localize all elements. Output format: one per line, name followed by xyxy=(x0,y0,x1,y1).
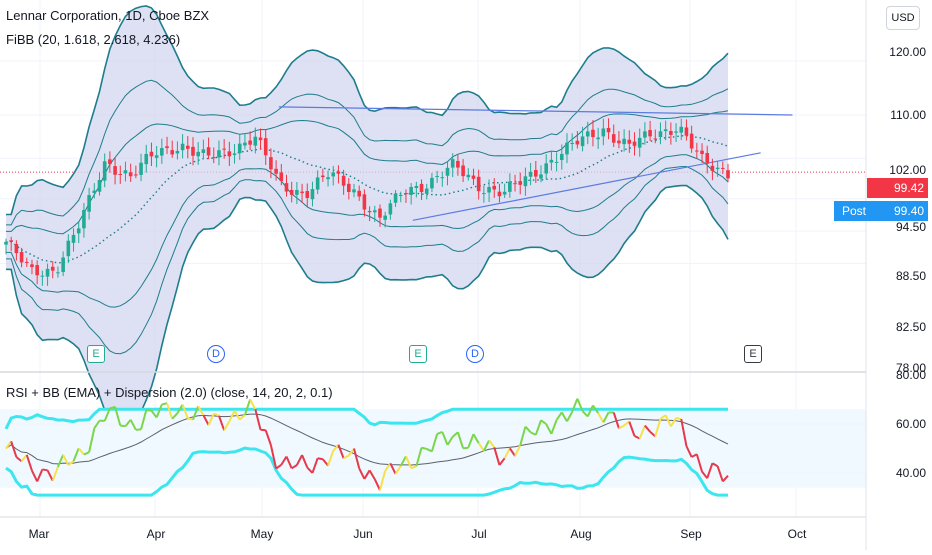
currency-button[interactable]: USD xyxy=(886,6,920,30)
price-tick-label: 102.00 xyxy=(870,163,926,177)
last-price-tag: 99.42 xyxy=(867,178,928,198)
time-label-oct: Oct xyxy=(767,527,827,541)
price-tick-label: 120.00 xyxy=(870,45,926,59)
post-label: Post xyxy=(842,201,866,221)
price-tick-label: 110.00 xyxy=(870,108,926,122)
post-price: 99.40 xyxy=(894,201,924,221)
rsi-segment xyxy=(42,469,47,470)
time-label-jun: Jun xyxy=(333,527,393,541)
time-label-aug: Aug xyxy=(551,527,611,541)
price-tick-label: 88.50 xyxy=(870,269,926,283)
dividend-marker[interactable]: D xyxy=(466,345,484,363)
rsi-segment xyxy=(676,418,681,419)
earnings-marker[interactable]: E xyxy=(409,345,427,363)
time-label-may: May xyxy=(232,527,292,541)
price-tick-label: 82.50 xyxy=(870,320,926,334)
rsi-segment xyxy=(318,458,323,459)
rsi-segment xyxy=(422,448,427,449)
time-label-apr: Apr xyxy=(126,527,186,541)
time-label-mar: Mar xyxy=(9,527,69,541)
dividend-marker[interactable]: D xyxy=(207,345,225,363)
earnings-marker-upcoming[interactable]: E xyxy=(744,345,762,363)
time-label-sep: Sep xyxy=(661,527,721,541)
fibb-indicator-label: FiBB (20, 1.618, 2.618, 4.236) xyxy=(6,32,180,47)
post-market-tag: Post 99.40 xyxy=(834,201,928,221)
rsi-segment xyxy=(120,426,125,427)
price-tick-label: 94.50 xyxy=(870,220,926,234)
rsi-tick-label: 40.00 xyxy=(870,466,926,480)
rsi-tick-label: 80.00 xyxy=(870,368,926,382)
earnings-marker[interactable]: E xyxy=(87,345,105,363)
rsi-segment xyxy=(463,448,468,449)
symbol-title: Lennar Corporation, 1D, Cboe BZX xyxy=(6,8,209,23)
rsi-indicator-label: RSI + BB (EMA) + Dispersion (2.0) (close… xyxy=(6,385,333,400)
time-label-jul: Jul xyxy=(449,527,509,541)
rsi-tick-label: 60.00 xyxy=(870,417,926,431)
